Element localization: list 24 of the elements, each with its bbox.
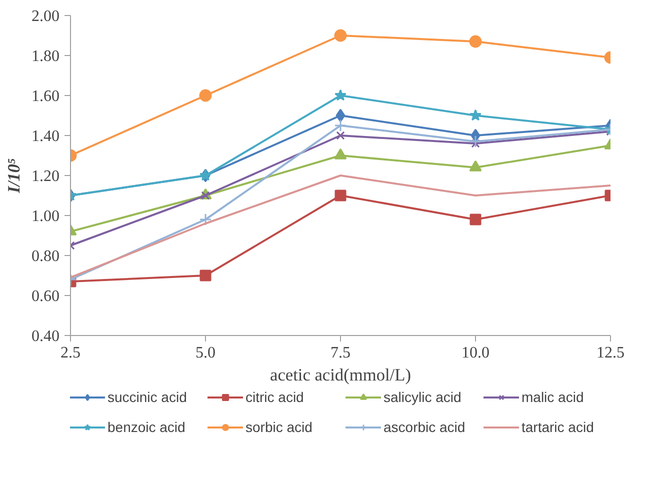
legend-label: tartaric acid bbox=[522, 419, 595, 435]
x-tick-label: 2.5 bbox=[60, 344, 80, 362]
y-tick-label: 1.40 bbox=[32, 128, 60, 145]
legend-label: malic acid bbox=[522, 389, 585, 405]
y-tick-label: 0.80 bbox=[32, 248, 60, 265]
y-tick-label: 1.80 bbox=[32, 48, 60, 65]
legend-label: sorbic acid bbox=[246, 419, 314, 435]
legend-label: citric acid bbox=[246, 389, 305, 405]
legend-label: benzoic acid bbox=[108, 419, 186, 435]
legend-label: ascorbic acid bbox=[384, 419, 466, 435]
legend-label: salicylic acid bbox=[384, 389, 462, 405]
y-tick-label: 1.20 bbox=[32, 168, 60, 185]
y-tick-label: 0.40 bbox=[32, 328, 60, 345]
y-tick-label: 1.00 bbox=[32, 208, 60, 225]
y-axis-title: I/10⁵ bbox=[4, 158, 24, 194]
x-axis-title: acetic acid(mmol/L) bbox=[270, 366, 412, 384]
y-tick-label: 1.60 bbox=[32, 88, 60, 105]
x-tick-label: 5.0 bbox=[196, 344, 216, 362]
y-tick-label: 2.00 bbox=[32, 8, 60, 25]
x-tick-label: 12.5 bbox=[596, 344, 624, 362]
x-tick-label: 7.5 bbox=[330, 344, 350, 362]
x-tick-label: 10.0 bbox=[462, 344, 490, 362]
y-tick-label: 0.60 bbox=[32, 288, 60, 305]
legend-label: succinic acid bbox=[108, 389, 188, 405]
